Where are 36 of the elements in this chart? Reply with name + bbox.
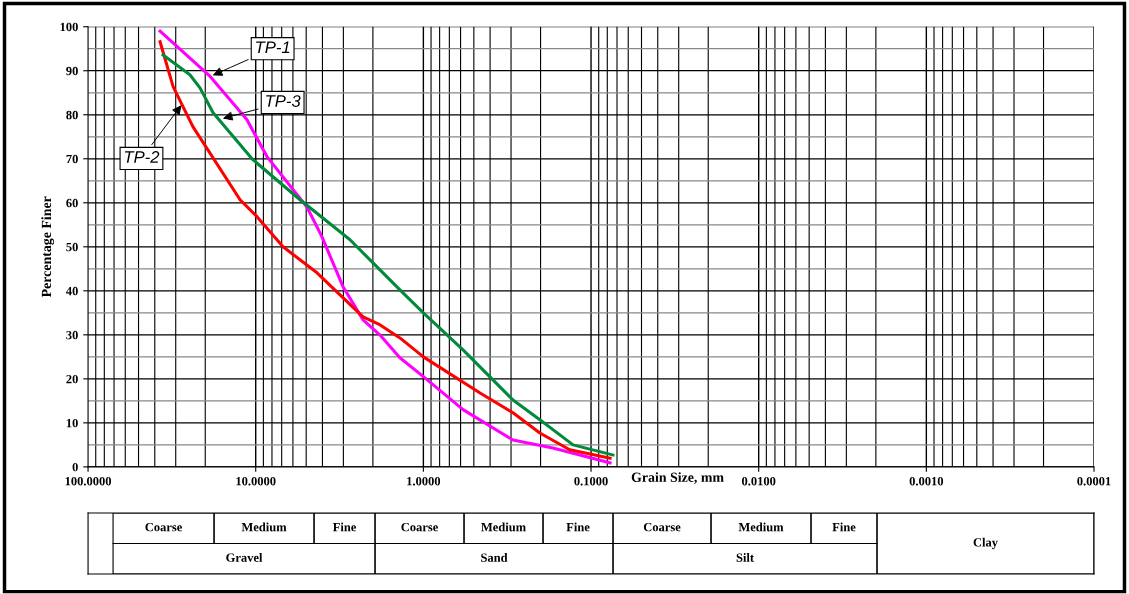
- y-tick-label: 20: [66, 374, 78, 384]
- x-tick-label: 0.0100: [741, 476, 776, 486]
- text: Sand: [481, 553, 508, 562]
- text: Coarse: [145, 522, 182, 532]
- y-axis-title: Percentage Finer: [41, 196, 55, 298]
- y-tick-label: 10: [66, 418, 78, 428]
- x-tick-label: 10.0000: [236, 476, 276, 486]
- text: Coarse: [401, 522, 438, 532]
- text: Fine: [332, 522, 357, 532]
- y-tick-label: 90: [66, 66, 78, 76]
- y-tick-label: 100: [60, 22, 78, 32]
- y-tick-label: 30: [66, 330, 78, 340]
- text: Medium: [241, 522, 287, 532]
- x-tick-label: 1.0000: [407, 476, 441, 486]
- y-tick-label: 70: [66, 154, 78, 164]
- x-tick-label: 100.0000: [65, 476, 112, 486]
- y-tick-label: 80: [66, 110, 78, 120]
- text: Coarse: [643, 522, 681, 532]
- text: Gravel: [226, 553, 263, 562]
- annotation: TP-2: [124, 151, 160, 163]
- y-tick-label: 40: [66, 286, 78, 296]
- annotation: TP-3: [266, 95, 301, 107]
- y-tick-label: 60: [66, 198, 78, 208]
- annotation: TP-1: [256, 41, 290, 53]
- text: Medium: [738, 522, 784, 532]
- text: Fine: [566, 522, 590, 532]
- x-tick-label: 0.1000: [574, 476, 608, 486]
- y-tick-label: 50: [66, 242, 78, 252]
- text: Medium: [481, 522, 526, 532]
- x-tick-label: 0.0010: [909, 476, 944, 486]
- y-tick-label: 0: [72, 462, 78, 472]
- text: Clay: [973, 537, 998, 550]
- text: Fine: [832, 522, 856, 532]
- x-tick-label: 0.0001: [1077, 476, 1111, 486]
- x-axis-title: Grain Size, mm: [631, 472, 724, 484]
- text: Silt: [736, 553, 754, 562]
